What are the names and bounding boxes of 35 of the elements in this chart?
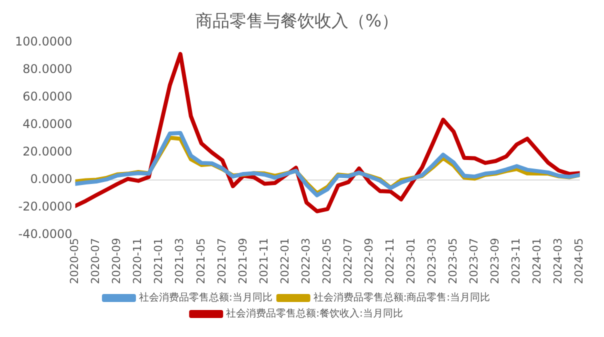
legend-label: 社会消费品零售总额:餐饮收入:当月同比 (226, 308, 403, 320)
y-tick-label: -20.0000 (18, 200, 72, 214)
legend-label: 社会消费品零售总额:当月同比 (138, 292, 272, 304)
x-tick-label: 2022-11 (383, 238, 396, 284)
y-tick-label: 20.0000 (22, 144, 72, 159)
x-tick-label: 2023-07 (468, 238, 481, 284)
x-tick-label: 2023-03 (426, 238, 438, 284)
x-tick-label: 2021-05 (194, 238, 208, 284)
x-tick-label: 2020-07 (89, 238, 102, 284)
y-tick-label: 100.0000 (14, 34, 72, 49)
chart-title: 商品零售与餐饮收入（%） (195, 12, 399, 32)
y-tick-label: 40.0000 (22, 117, 72, 132)
x-tick-label: 2023-09 (488, 238, 502, 284)
x-tick-label: 2021-07 (215, 238, 228, 284)
x-tick-label: 2024-05 (572, 238, 586, 284)
x-tick-label: 2021-03 (173, 238, 186, 284)
legend-label: 社会消费品零售总额:商品零售:当月同比 (313, 292, 490, 304)
x-tick-label: 2021-01 (152, 238, 166, 284)
x-tick-label: 2022-09 (362, 238, 376, 284)
x-tick-label: 2023-11 (510, 238, 523, 284)
y-tick-label: 60.0000 (22, 90, 72, 104)
x-tick-label: 2024-03 (552, 238, 565, 284)
y-tick-label: 0.0000 (30, 172, 72, 186)
x-tick-label: 2023-01 (404, 238, 418, 284)
x-tick-label: 2020-09 (110, 238, 124, 284)
x-tick-label: 2022-05 (320, 238, 334, 284)
x-tick-label: 2022-03 (299, 238, 312, 284)
x-tick-label: 2022-07 (341, 238, 354, 284)
y-tick-label: 80.0000 (22, 62, 72, 76)
x-tick-label: 2024-01 (530, 238, 544, 284)
x-tick-label: 2021-11 (257, 238, 270, 284)
x-tick-label: 2021-09 (236, 238, 250, 284)
x-tick-label: 2023-05 (446, 238, 460, 284)
x-tick-label: 2020-11 (131, 238, 144, 284)
x-tick-label: 2022-01 (278, 238, 292, 284)
